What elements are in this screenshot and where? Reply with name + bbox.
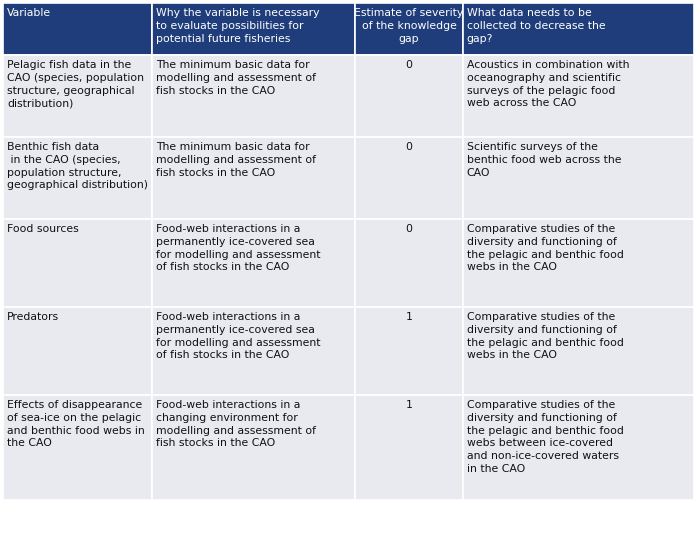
- Bar: [151, 219, 355, 307]
- Text: Scientific surveys of the
benthic food web across the
CAO: Scientific surveys of the benthic food w…: [466, 142, 621, 178]
- Bar: [3, 137, 151, 219]
- Bar: [355, 55, 463, 137]
- Text: Food sources: Food sources: [7, 224, 79, 234]
- Bar: [151, 307, 355, 395]
- Text: 0: 0: [406, 142, 413, 152]
- Bar: [355, 3, 463, 55]
- Text: The minimum basic data for
modelling and assessment of
fish stocks in the CAO: The minimum basic data for modelling and…: [155, 142, 316, 178]
- Bar: [3, 395, 151, 500]
- Bar: [151, 55, 355, 137]
- Text: Food-web interactions in a
permanently ice-covered sea
for modelling and assessm: Food-web interactions in a permanently i…: [155, 312, 320, 360]
- Bar: [3, 219, 151, 307]
- Bar: [463, 395, 694, 500]
- Text: Comparative studies of the
diversity and functioning of
the pelagic and benthic : Comparative studies of the diversity and…: [466, 400, 623, 474]
- Bar: [463, 307, 694, 395]
- Bar: [3, 55, 151, 137]
- Bar: [355, 395, 463, 500]
- Bar: [463, 55, 694, 137]
- Bar: [151, 3, 355, 55]
- Text: Estimate of severity
of the knowledge
gap: Estimate of severity of the knowledge ga…: [354, 8, 464, 44]
- Bar: [151, 137, 355, 219]
- Bar: [355, 137, 463, 219]
- Bar: [463, 3, 694, 55]
- Bar: [355, 219, 463, 307]
- Bar: [151, 395, 355, 500]
- Text: 0: 0: [406, 60, 413, 70]
- Text: Comparative studies of the
diversity and functioning of
the pelagic and benthic : Comparative studies of the diversity and…: [466, 312, 623, 360]
- Bar: [355, 307, 463, 395]
- Bar: [3, 3, 151, 55]
- Text: Acoustics in combination with
oceanography and scientific
surveys of the pelagic: Acoustics in combination with oceanograp…: [466, 60, 629, 108]
- Text: Comparative studies of the
diversity and functioning of
the pelagic and benthic : Comparative studies of the diversity and…: [466, 224, 623, 273]
- Text: Why the variable is necessary
to evaluate possibilities for
potential future fis: Why the variable is necessary to evaluat…: [155, 8, 319, 44]
- Text: What data needs to be
collected to decrease the
gap?: What data needs to be collected to decre…: [466, 8, 605, 44]
- Text: Benthic fish data
 in the CAO (species,
population structure,
geographical distr: Benthic fish data in the CAO (species, p…: [7, 142, 148, 190]
- Text: 1: 1: [406, 400, 413, 410]
- Text: Predators: Predators: [7, 312, 59, 322]
- Text: Pelagic fish data in the
CAO (species, population
structure, geographical
distri: Pelagic fish data in the CAO (species, p…: [7, 60, 144, 108]
- Bar: [463, 219, 694, 307]
- Text: Variable: Variable: [7, 8, 51, 18]
- Text: 0: 0: [406, 224, 413, 234]
- Text: The minimum basic data for
modelling and assessment of
fish stocks in the CAO: The minimum basic data for modelling and…: [155, 60, 316, 95]
- Bar: [3, 307, 151, 395]
- Text: Effects of disappearance
of sea-ice on the pelagic
and benthic food webs in
the : Effects of disappearance of sea-ice on t…: [7, 400, 145, 448]
- Text: Food-web interactions in a
changing environment for
modelling and assessment of
: Food-web interactions in a changing envi…: [155, 400, 316, 448]
- Text: 1: 1: [406, 312, 413, 322]
- Bar: [463, 137, 694, 219]
- Text: Food-web interactions in a
permanently ice-covered sea
for modelling and assessm: Food-web interactions in a permanently i…: [155, 224, 320, 273]
